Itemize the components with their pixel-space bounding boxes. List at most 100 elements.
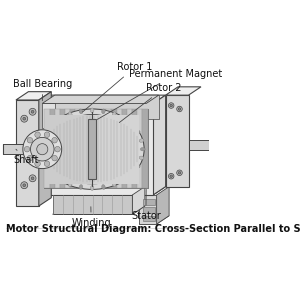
Polygon shape <box>106 109 112 188</box>
Polygon shape <box>88 119 96 179</box>
Circle shape <box>170 104 172 107</box>
Text: Rotor 2: Rotor 2 <box>119 83 182 123</box>
Text: Shaft: Shaft <box>13 149 39 165</box>
Polygon shape <box>39 187 166 195</box>
Polygon shape <box>143 216 154 221</box>
Polygon shape <box>139 216 169 224</box>
Circle shape <box>27 138 33 143</box>
Circle shape <box>31 110 34 113</box>
Polygon shape <box>65 109 70 188</box>
Polygon shape <box>39 92 51 206</box>
Ellipse shape <box>50 171 55 176</box>
Ellipse shape <box>46 115 139 184</box>
Polygon shape <box>42 95 159 103</box>
Polygon shape <box>53 206 145 214</box>
Circle shape <box>44 161 50 166</box>
Text: Stator: Stator <box>131 189 161 221</box>
Ellipse shape <box>79 109 83 114</box>
Circle shape <box>23 117 26 120</box>
Ellipse shape <box>50 123 55 127</box>
Circle shape <box>44 132 50 138</box>
Ellipse shape <box>44 130 49 134</box>
Ellipse shape <box>135 130 140 134</box>
Circle shape <box>23 184 26 187</box>
Circle shape <box>52 138 57 143</box>
Polygon shape <box>39 95 166 103</box>
Circle shape <box>168 103 174 108</box>
Text: Motor Structural Diagram: Cross-Section Parallel to Shaft: Motor Structural Diagram: Cross-Section … <box>6 224 300 234</box>
Ellipse shape <box>122 177 126 182</box>
Circle shape <box>177 106 182 112</box>
Polygon shape <box>44 109 50 188</box>
Circle shape <box>31 138 54 161</box>
Polygon shape <box>60 109 65 188</box>
Polygon shape <box>188 140 213 150</box>
Ellipse shape <box>139 156 144 159</box>
Polygon shape <box>153 95 166 195</box>
Circle shape <box>55 146 60 152</box>
Polygon shape <box>117 109 122 188</box>
Polygon shape <box>80 109 86 188</box>
Ellipse shape <box>122 117 126 121</box>
Circle shape <box>31 177 34 180</box>
Polygon shape <box>166 87 201 95</box>
Text: Rotor 1: Rotor 1 <box>82 62 152 112</box>
Ellipse shape <box>102 185 105 189</box>
Ellipse shape <box>39 147 44 151</box>
Circle shape <box>168 173 174 179</box>
Polygon shape <box>53 195 132 214</box>
Ellipse shape <box>112 182 116 187</box>
Circle shape <box>52 155 57 161</box>
Polygon shape <box>137 109 142 188</box>
Polygon shape <box>132 187 145 214</box>
Circle shape <box>23 130 62 169</box>
Polygon shape <box>112 109 117 188</box>
Polygon shape <box>101 109 106 188</box>
Polygon shape <box>46 115 92 184</box>
Circle shape <box>35 132 40 138</box>
Ellipse shape <box>44 164 49 168</box>
Circle shape <box>177 170 182 176</box>
Ellipse shape <box>68 182 72 187</box>
Polygon shape <box>143 207 154 213</box>
Circle shape <box>170 175 172 178</box>
Polygon shape <box>91 109 96 188</box>
Polygon shape <box>39 103 153 195</box>
Ellipse shape <box>58 117 63 121</box>
Polygon shape <box>16 100 39 206</box>
Circle shape <box>24 146 30 152</box>
Polygon shape <box>157 187 169 224</box>
Polygon shape <box>122 109 127 188</box>
Polygon shape <box>55 95 159 119</box>
Circle shape <box>29 175 36 182</box>
Ellipse shape <box>140 147 145 151</box>
Polygon shape <box>42 103 146 128</box>
Ellipse shape <box>130 171 134 176</box>
Circle shape <box>37 144 48 155</box>
Ellipse shape <box>135 164 140 168</box>
Polygon shape <box>70 109 75 188</box>
Ellipse shape <box>112 112 116 116</box>
Ellipse shape <box>130 123 134 127</box>
Polygon shape <box>127 109 132 188</box>
Circle shape <box>27 155 33 161</box>
Text: Ball Bearing: Ball Bearing <box>13 79 72 101</box>
Polygon shape <box>213 140 215 150</box>
Polygon shape <box>92 115 139 184</box>
Polygon shape <box>86 109 91 188</box>
Ellipse shape <box>58 177 63 182</box>
Polygon shape <box>16 92 51 100</box>
Polygon shape <box>4 144 42 154</box>
Ellipse shape <box>90 108 94 113</box>
Circle shape <box>21 182 28 189</box>
Ellipse shape <box>79 185 83 189</box>
Circle shape <box>35 161 40 166</box>
Polygon shape <box>44 109 148 188</box>
Polygon shape <box>166 95 188 187</box>
Text: Permanent Magnet: Permanent Magnet <box>98 69 222 119</box>
Polygon shape <box>55 109 60 188</box>
Text: Winding: Winding <box>71 207 111 228</box>
Circle shape <box>178 108 181 110</box>
Polygon shape <box>142 109 148 188</box>
Polygon shape <box>132 109 137 188</box>
